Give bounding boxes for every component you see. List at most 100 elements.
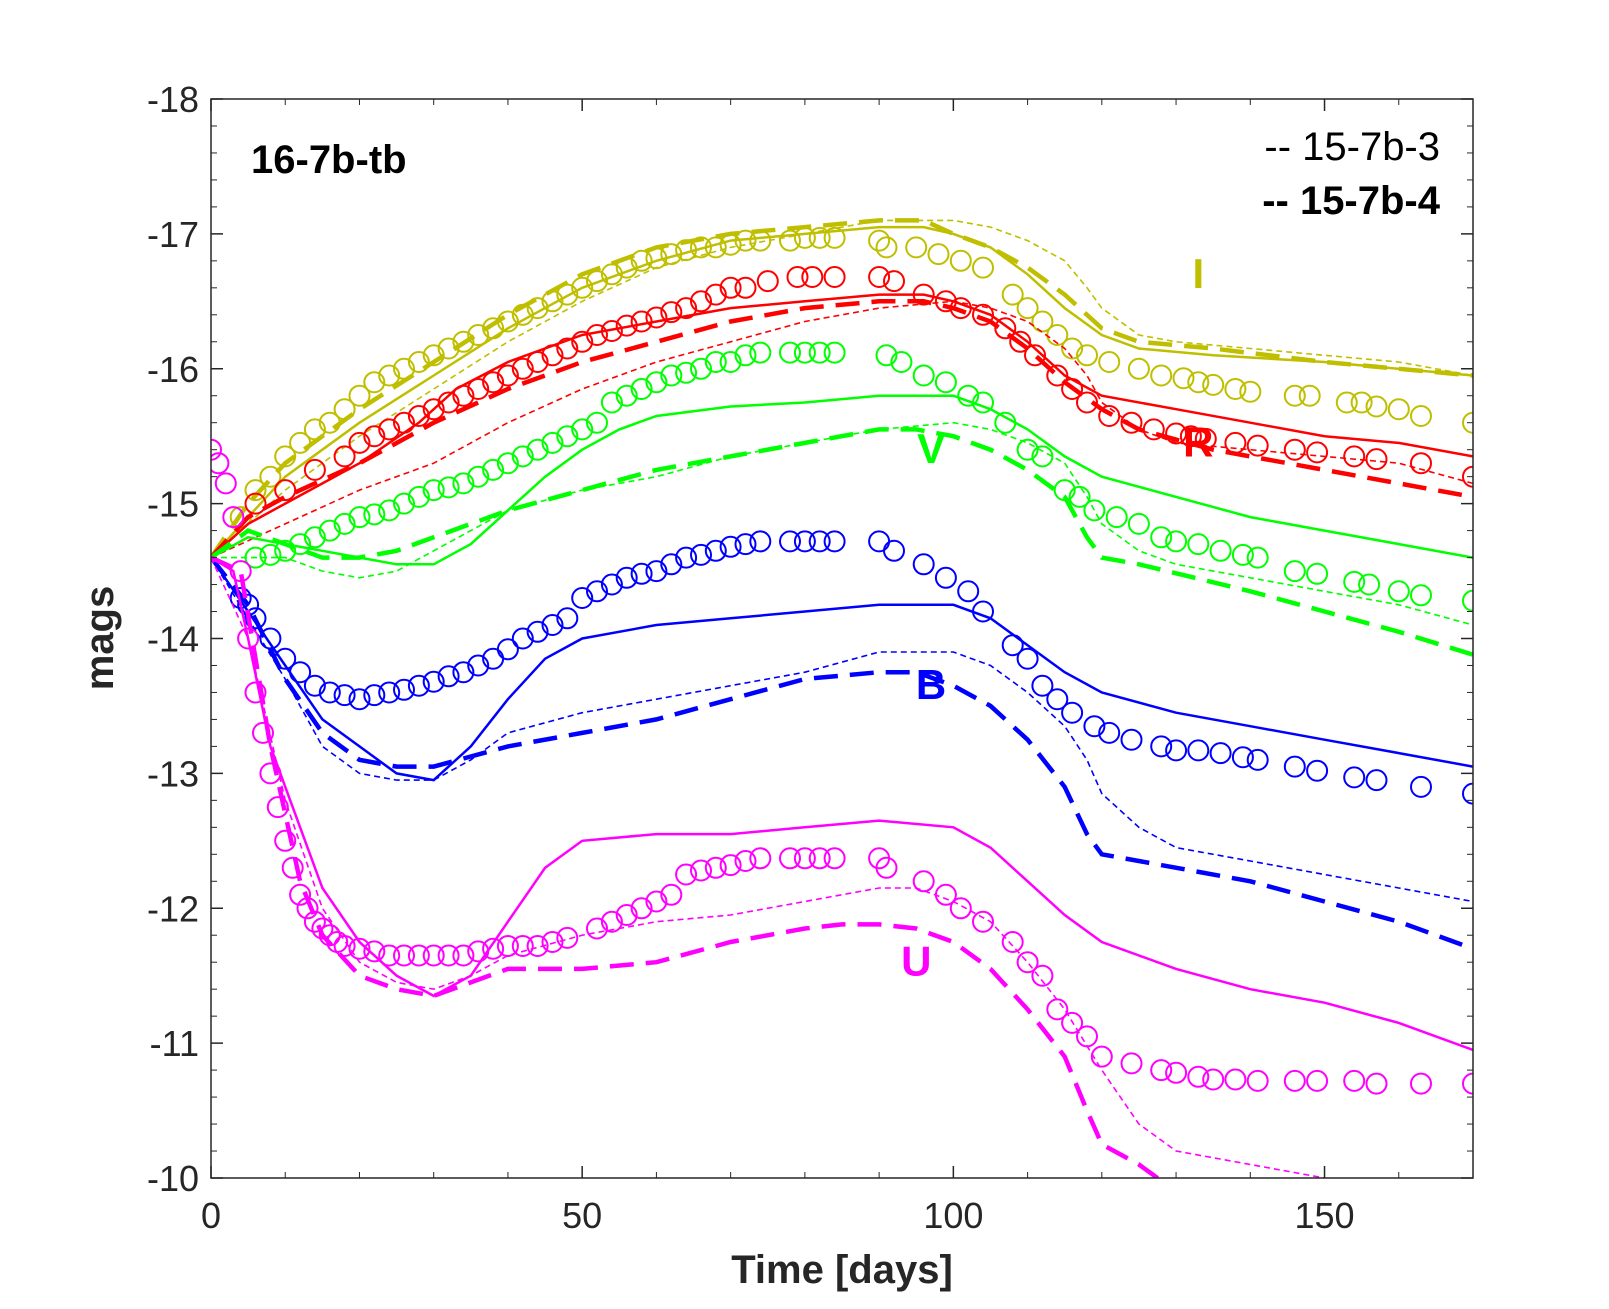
band-u-observed-point [586, 917, 608, 940]
band-v-observed-point [1187, 533, 1210, 556]
band-i-observed-point [259, 465, 282, 488]
band-i-observed-point [719, 233, 742, 256]
band-v-observed-point [1387, 580, 1410, 603]
band-u-observed-point [237, 627, 260, 650]
band-u-observed-point [266, 796, 289, 819]
band-i-observed-point [571, 276, 594, 299]
band-r-observed-point [675, 297, 698, 320]
band-i-model-15-7b-4 [211, 218, 1473, 559]
band-u-observed-point [1061, 1011, 1084, 1034]
chart-title: 16-7b-tb [251, 138, 407, 182]
y-tick-label: -16 [147, 349, 199, 390]
band-v-observed-point [779, 341, 801, 364]
band-i-observed-point [586, 270, 608, 293]
band-u-observed-point [972, 910, 994, 933]
band-v-observed-point [630, 378, 653, 400]
band-b-observed-point [1061, 701, 1084, 724]
band-u-observed-point [1150, 1059, 1173, 1082]
band-i-observed-point [875, 236, 898, 259]
band-b-observed-point [615, 566, 638, 589]
band-b-observed-point [496, 638, 519, 661]
band-v-observed-point [645, 371, 668, 394]
band-v-observed-point [571, 418, 594, 441]
band-v-observed-point [556, 425, 579, 448]
band-r-observed-point [734, 276, 757, 299]
band-v-model-16-7b-tb [211, 394, 1473, 566]
band-r-observed-point [972, 303, 994, 326]
band-v-observed-point [541, 431, 564, 454]
band-u-observed-point [1090, 1045, 1113, 1068]
band-v-observed-point [586, 411, 608, 434]
y-tick-label: -18 [147, 79, 199, 120]
band-i-observed-point [1350, 391, 1373, 414]
band-r-observed-point [333, 445, 356, 468]
band-label-b: B [916, 661, 946, 708]
band-b-observed-point [289, 661, 312, 684]
band-v-observed-point [303, 526, 326, 549]
band-i-observed-point [1365, 395, 1388, 418]
band-r-observed-point [1246, 434, 1269, 457]
band-u-observed-point [1365, 1072, 1388, 1095]
band-i-observed-point [333, 398, 356, 421]
band-i-observed-point [690, 236, 712, 259]
band-r-observed-point [496, 364, 519, 387]
band-i-observed-point [511, 303, 534, 326]
band-r-observed-point [1165, 422, 1188, 445]
band-v-observed-point [1231, 543, 1254, 566]
band-v-observed-point [318, 519, 341, 542]
band-u-observed-point [704, 856, 727, 879]
band-i-model-15-7b-3 [211, 219, 1473, 559]
band-b-observed-point [690, 543, 712, 566]
band-b-observed-point [393, 678, 415, 701]
band-r-observed-point [600, 320, 623, 342]
band-b-observed-point [630, 562, 653, 585]
band-r-observed-point [868, 266, 891, 288]
band-r-observed-point [407, 405, 430, 427]
band-i-observed-point [793, 226, 816, 249]
band-b-observed-point [1031, 674, 1054, 697]
band-b-observed-point [1083, 715, 1106, 738]
band-b-observed-point [571, 587, 594, 609]
band-v-observed-point [675, 361, 698, 384]
band-i-observed-point [749, 229, 772, 252]
band-v-observed-point [393, 492, 415, 515]
band-i-observed-point [615, 256, 638, 279]
band-b-observed-point [934, 566, 957, 589]
band-r-observed-point [571, 330, 594, 353]
y-tick-label: -12 [147, 888, 199, 929]
band-i-observed-point [318, 411, 341, 434]
band-r-observed-point [1061, 378, 1084, 400]
band-r-observed-point [949, 297, 972, 320]
band-b-observed-point [259, 627, 282, 650]
band-i-observed-point [1187, 371, 1210, 394]
band-u-observed-point [912, 870, 935, 893]
band-b-observed-point [808, 530, 831, 553]
band-b-model-16-7b-tb [211, 556, 1473, 782]
band-r-observed-point [786, 266, 809, 288]
band-b-observed-point [1365, 769, 1388, 792]
band-i-observed-point [452, 330, 475, 353]
band-v-observed-point [1343, 570, 1366, 593]
band-v-observed-point [1209, 539, 1232, 562]
band-v-observed-point [793, 341, 816, 364]
band-i-observed-point [972, 256, 994, 279]
band-v-observed-point [1031, 445, 1054, 468]
band-b-observed-point [437, 665, 460, 688]
band-b-observed-point [452, 661, 475, 684]
y-tick-label: -17 [147, 214, 199, 255]
band-b-observed-point [972, 600, 994, 623]
band-r-observed-point [437, 391, 460, 414]
band-v-observed-point [660, 364, 683, 387]
band-u-observed-point [541, 931, 564, 953]
band-u-observed-point [1462, 1072, 1473, 1095]
band-u-observed-point [793, 847, 816, 870]
band-b-observed-point [526, 620, 549, 643]
band-r-observed-point [1194, 427, 1217, 450]
band-b-observed-point [348, 688, 371, 711]
band-i-observed-point [526, 297, 549, 320]
band-i-observed-point [1031, 310, 1054, 333]
band-b-observed-point [1343, 766, 1366, 789]
band-u-observed-point [1343, 1069, 1366, 1092]
band-v-observed-point [734, 344, 757, 367]
band-r-observed-point [615, 314, 638, 337]
